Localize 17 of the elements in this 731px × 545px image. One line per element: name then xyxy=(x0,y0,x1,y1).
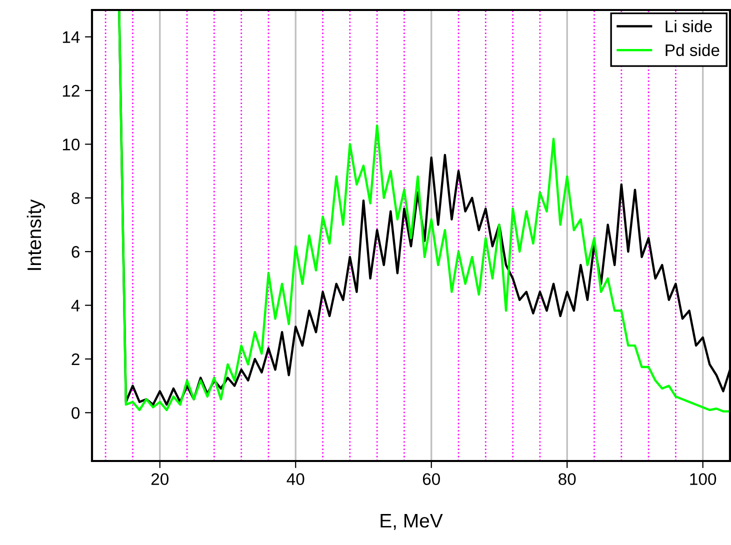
y-axis-title: Intensity xyxy=(26,199,45,270)
y-tick-label: 6 xyxy=(72,246,80,258)
x-tick-label: 100 xyxy=(690,473,716,486)
y-tick-label: 2 xyxy=(72,353,80,366)
y-tick-label: 12 xyxy=(62,84,80,97)
legend-label: Li side xyxy=(666,20,712,32)
x-tick-label: 80 xyxy=(558,473,576,486)
y-tick-label: 10 xyxy=(62,138,80,150)
y-tick-label: 0 xyxy=(72,407,80,419)
y-tick-label: 4 xyxy=(71,300,80,312)
y-tick-label: 14 xyxy=(62,31,80,43)
x-tick-label: 40 xyxy=(286,473,304,486)
x-tick-label: 60 xyxy=(422,473,440,486)
legend-label: Pd side xyxy=(666,44,720,56)
y-tick-label: 8 xyxy=(72,192,80,204)
x-axis-title: E, MeV xyxy=(380,514,443,530)
x-tick-label: 20 xyxy=(151,473,168,486)
